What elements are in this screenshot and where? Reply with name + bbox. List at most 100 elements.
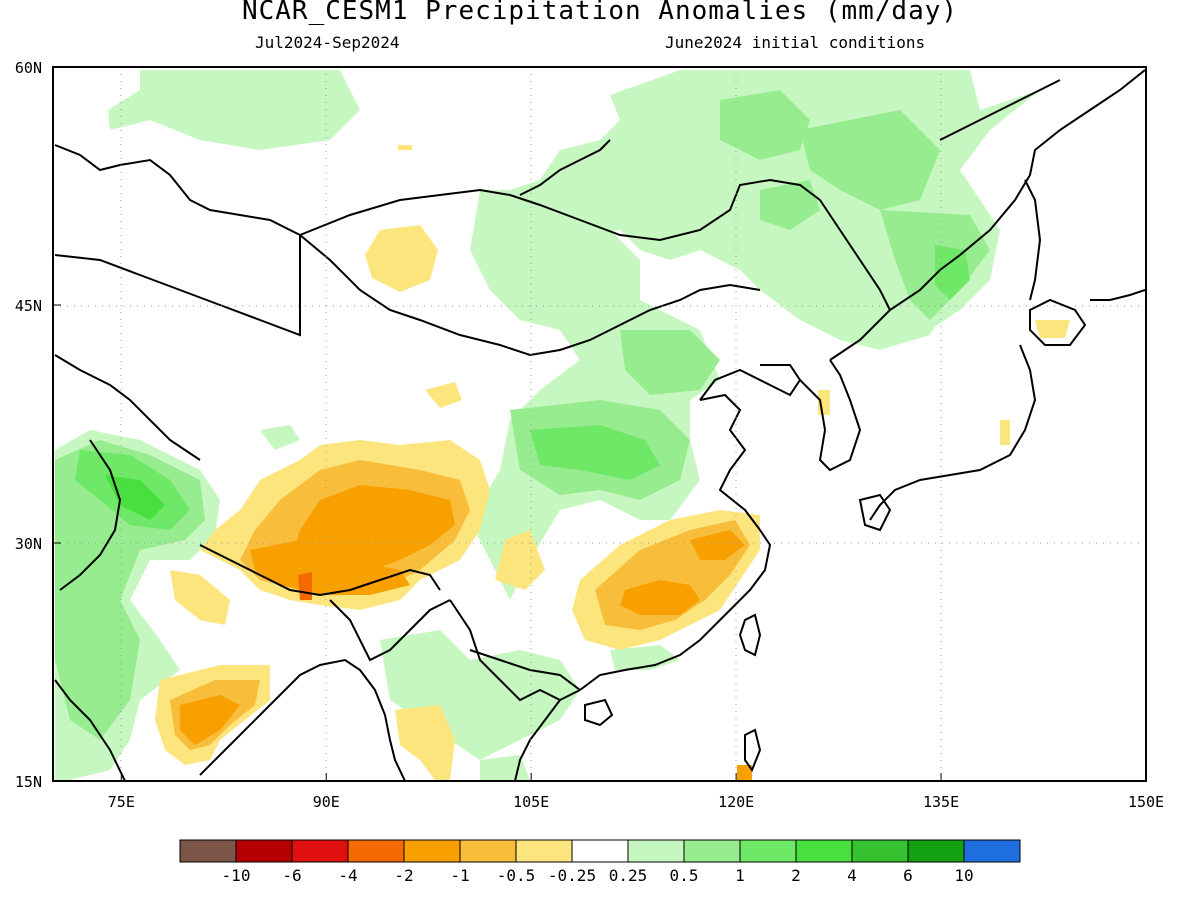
colorbar-label: 1 xyxy=(735,866,745,885)
anomaly-negative-myanmar xyxy=(395,705,455,780)
border-china-vietnam xyxy=(469,649,581,691)
anomaly-positive-siberia xyxy=(108,70,360,150)
coast-bohai xyxy=(699,364,802,401)
coast-lake-baikal xyxy=(519,139,611,196)
lon-tick-label: 120E xyxy=(718,793,754,811)
colorbar-swatch xyxy=(851,839,909,863)
colorbar-label: -4 xyxy=(338,866,357,885)
colorbar-swatch xyxy=(403,839,461,863)
border-myanmar xyxy=(329,599,451,662)
anomaly-positive-mid-5 xyxy=(620,330,720,395)
coast-philippines xyxy=(744,728,762,773)
map-title: NCAR_CESM1 Precipitation Anomalies (mm/d… xyxy=(241,0,959,26)
border-central-asia xyxy=(54,354,201,461)
colorbar-label: -10 xyxy=(222,866,251,885)
map-frame xyxy=(52,66,1147,782)
colorbar-swatch xyxy=(515,839,573,863)
colorbar-swatch xyxy=(907,839,965,863)
lon-tick-label: 135E xyxy=(923,793,959,811)
anomaly-negative-strong-southchina-2 xyxy=(690,530,745,560)
anomaly-negative-strong-southchina xyxy=(620,580,700,615)
map-axes: 60N 45N 30N 15N 75E 90E 105E 120E 135E 150E xyxy=(15,59,1164,811)
border-kazakhstan xyxy=(54,235,301,337)
coast-japan-hokkaido xyxy=(1029,298,1087,346)
colorbar-swatch xyxy=(459,839,517,863)
colorbar-swatch xyxy=(179,839,237,863)
anomaly-positive-southchina xyxy=(610,645,680,670)
colorbar-swatch xyxy=(795,839,853,863)
coast-okhotsk xyxy=(939,79,1061,141)
anomaly-negative-sichuan xyxy=(495,530,545,590)
colorbar-label: 0.25 xyxy=(609,866,648,885)
coastlines xyxy=(54,69,1146,781)
coast-taiwan xyxy=(738,613,762,657)
coast-sakhalin xyxy=(1024,179,1042,301)
colorbar-label: -0.5 xyxy=(497,866,536,885)
colorbar-label: -0.25 xyxy=(548,866,596,885)
anomaly-positive-strong-4 xyxy=(105,475,165,520)
border-china-manchuria xyxy=(819,199,891,311)
anomaly-negative-strong-taiwan xyxy=(737,765,752,781)
colorbar-label: 6 xyxy=(903,866,913,885)
colorbar: -10 -6 -4 -2 -1 -0.5 -0.25 0.25 0.5 1 2 4 6 10 xyxy=(179,839,1021,885)
border-mongolia-south xyxy=(299,234,761,357)
coast-china-east xyxy=(579,393,772,691)
anomaly-positive-mid-2 xyxy=(800,110,940,210)
colorbar-swatch xyxy=(291,839,349,863)
anomaly-negative-mongolia xyxy=(365,225,438,292)
coast-kamchatka xyxy=(1090,289,1146,301)
border-india-pakistan xyxy=(59,439,122,591)
colorbar-label: 0.5 xyxy=(670,866,699,885)
colorbar-swatch xyxy=(347,839,405,863)
coast-bay-of-bengal xyxy=(199,658,406,781)
coast-russia-east xyxy=(829,69,1146,361)
colorbar-label: 10 xyxy=(954,866,973,885)
colorbar-swatch xyxy=(963,839,1021,863)
anomaly-negative-small-4 xyxy=(398,145,412,150)
coast-indochina xyxy=(514,689,581,781)
initial-conditions: June2024 initial conditions xyxy=(665,33,926,52)
lat-tick-label: 45N xyxy=(15,297,42,315)
anomaly-positive-tibet-west xyxy=(260,425,300,450)
colorbar-label: -1 xyxy=(450,866,469,885)
anomaly-positive-mongolia xyxy=(470,190,720,600)
anomaly-negative-small-3 xyxy=(1000,420,1010,445)
lat-tick-label: 15N xyxy=(15,773,42,791)
anomaly-negative-qaidam xyxy=(425,382,462,408)
colorbar-swatch xyxy=(235,839,293,863)
colorbar-swatch xyxy=(683,839,741,863)
anomaly-negative-bhutan xyxy=(298,572,312,600)
border-indochina xyxy=(449,599,561,702)
coast-japan-kyushu xyxy=(858,493,892,532)
coast-india-west xyxy=(54,679,126,781)
grid-lines xyxy=(53,67,1146,781)
border-himalaya xyxy=(199,544,441,597)
anomaly-positive-mid-1 xyxy=(720,90,810,160)
colorbar-swatch xyxy=(571,839,629,863)
lat-tick-label: 60N xyxy=(15,59,42,77)
coast-hainan xyxy=(584,698,614,727)
lon-tick-label: 75E xyxy=(108,793,135,811)
coast-korea xyxy=(799,359,862,472)
anomaly-field xyxy=(53,67,1146,781)
colorbar-swatch xyxy=(739,839,797,863)
anomaly-negative-small xyxy=(1035,320,1070,338)
anomaly-positive-indochina xyxy=(380,630,580,760)
forecast-period: Jul2024-Sep2024 xyxy=(255,33,400,52)
anomaly-positive-lao xyxy=(480,755,530,780)
lat-tick-label: 30N xyxy=(15,535,42,553)
lon-tick-label: 90E xyxy=(313,793,340,811)
coast-arctic xyxy=(54,144,301,236)
lon-tick-label: 105E xyxy=(513,793,549,811)
anomaly-negative-strong-india xyxy=(180,695,240,745)
colorbar-label: 2 xyxy=(791,866,801,885)
coast-japan-honshu xyxy=(869,344,1037,521)
anomaly-negative-strong-nepal xyxy=(250,540,410,595)
colorbar-swatch xyxy=(627,839,685,863)
colorbar-label: -2 xyxy=(394,866,413,885)
colorbar-label: -6 xyxy=(282,866,301,885)
anomaly-negative-india-east xyxy=(170,570,230,625)
anomaly-positive-strong-3 xyxy=(935,245,970,300)
border-mongolia-north xyxy=(299,178,821,242)
